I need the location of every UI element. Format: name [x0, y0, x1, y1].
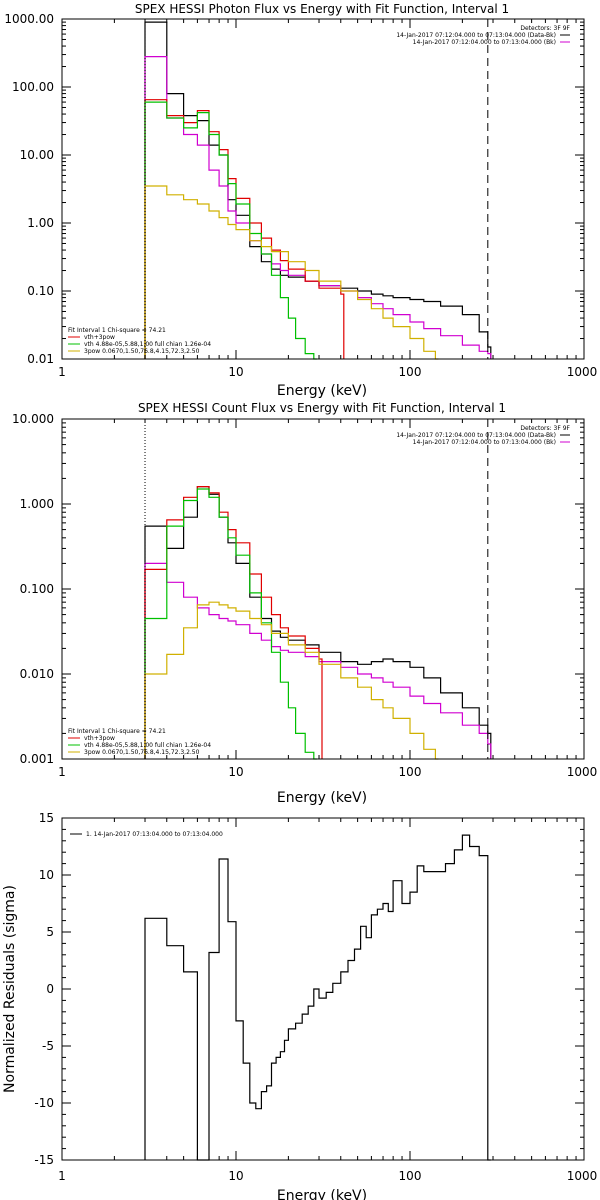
- panel2-ytick-label: 0.100: [20, 582, 54, 596]
- panel1-tickmarks: [61, 18, 584, 360]
- panel2-legend-bk: 14-Jan-2017 07:12:04.000 to 07:13:04.000…: [413, 439, 556, 446]
- panel2-xlabel: Energy (keV): [277, 790, 367, 806]
- panel2-ytick-label: 10.000: [12, 412, 54, 426]
- panel1-ytick-label: 1.00: [27, 216, 54, 230]
- panel1-ytick-label: 0.10: [27, 284, 54, 298]
- panel-residuals: 1 10 100 1000 -15 -10 -5 0 5 10 15 Norma…: [2, 811, 597, 1200]
- panel1-series-4: [144, 185, 439, 360]
- panel3-ytick-label: -5: [42, 1039, 54, 1053]
- panel1-legend-databk: 14-Jan-2017 07:12:04.000 to 07:13:04.000…: [396, 32, 556, 39]
- panel3-ylabel: Normalized Residuals (sigma): [2, 885, 18, 1093]
- panel1-legend-vth: vth 4.88e-05,5.88,1.00 full chian 1.26e-…: [84, 341, 211, 348]
- panel3-xtick-label: 10: [228, 1169, 243, 1183]
- panel3-ytick-label: -15: [34, 1153, 54, 1167]
- panel3-tickmarks: [61, 817, 584, 1161]
- panel1-series-0: [144, 21, 492, 359]
- panel1-legend-detectors: Detectors: 3F 9F: [520, 25, 570, 32]
- panel1-ytick-label: 0.01: [27, 352, 54, 366]
- panel1-legend-fit: Fit Interval 1 Chi-square = 74.21: [68, 327, 166, 334]
- panel3-ytick-label: 15: [39, 811, 54, 825]
- panel3-xtick-label: 1: [58, 1169, 66, 1183]
- panel1-ytick-label: 10.00: [20, 148, 54, 162]
- panel2-legend-detectors: Detectors: 3F 9F: [520, 425, 570, 432]
- panel2-series-3: [144, 488, 317, 760]
- panel1-xtick-label: 100: [399, 365, 422, 379]
- panel3-ytick-label: 10: [39, 868, 54, 882]
- panel1-legend-bk: 14-Jan-2017 07:12:04.000 to 07:13:04.000…: [413, 39, 556, 46]
- panel2-series-1: [144, 562, 492, 759]
- panel2-frame: [61, 418, 585, 760]
- panel3-legend-entry: 1. 14-Jan-2017 07:13:04.000 to 07:13:04.…: [86, 831, 223, 838]
- panel-count-flux: SPEX HESSI Count Flux vs Energy with Fit…: [12, 401, 597, 806]
- panel2-xtick-label: 100: [399, 765, 422, 779]
- panel3-xlabel: Energy (keV): [277, 1188, 367, 1200]
- panel2-tickmarks: [61, 418, 584, 760]
- panel2-ytick-label: 1.000: [20, 497, 54, 511]
- panel2-title: SPEX HESSI Count Flux vs Energy with Fit…: [138, 401, 506, 415]
- panel2-series: [144, 486, 492, 760]
- panel2-vlines: [144, 419, 489, 759]
- panel3-ytick-label: -10: [34, 1096, 54, 1110]
- panel1-series-1: [144, 55, 492, 359]
- panel1-series-3: [144, 101, 317, 360]
- panel1-ytick-label: 1000.00: [4, 12, 54, 26]
- panel2-series-4: [144, 601, 439, 760]
- panel2-series-2: [144, 486, 323, 759]
- panel1-frame: [61, 18, 585, 360]
- panel2-ytick-label: 0.001: [20, 752, 54, 766]
- panel2-legend-vth: vth 4.88e-05,5.88,1.00 full chian 1.26e-…: [84, 742, 211, 749]
- panel2-legend-fit: Fit Interval 1 Chi-square = 74.21: [68, 728, 166, 735]
- panel3-series-0: [144, 834, 491, 1161]
- panel1-xlabel: Energy (keV): [277, 383, 367, 399]
- panel3-frame: [61, 817, 585, 1161]
- panel1-xtick-label: 10: [228, 365, 243, 379]
- panel1-legend-vthpow: vth+3pow: [84, 334, 115, 341]
- panel2-ytick-label: 0.010: [20, 667, 54, 681]
- panel1-vlines: [144, 19, 489, 359]
- panel1-xtick-label: 1: [58, 365, 66, 379]
- panel1-series: [144, 21, 492, 360]
- panel3-series: [144, 834, 491, 1161]
- panel2-xtick-label: 1: [58, 765, 66, 779]
- panel3-ytick-label: 5: [46, 925, 54, 939]
- panel3-xtick-label: 1000: [567, 1169, 598, 1183]
- panel2-legend-databk: 14-Jan-2017 07:12:04.000 to 07:13:04.000…: [396, 432, 556, 439]
- panel2-xtick-label: 1000: [567, 765, 598, 779]
- panel1-ytick-label: 100.00: [12, 80, 54, 94]
- panel-photon-flux: SPEX HESSI Photon Flux vs Energy with Fi…: [4, 2, 597, 399]
- panel2-xtick-label: 10: [228, 765, 243, 779]
- panel3-xtick-label: 100: [399, 1169, 422, 1183]
- panel2-legend-3pow: 3pow 0.0670,1.50,76.8,4.15,72.3,2.50: [84, 749, 200, 756]
- panel3-ytick-label: 0: [46, 982, 54, 996]
- panel1-xtick-label: 1000: [567, 365, 598, 379]
- panel2-legend-vthpow: vth+3pow: [84, 735, 115, 742]
- panel1-legend-3pow: 3pow 0.0670,1.50,76.8,4.15,72.3,2.50: [84, 348, 200, 355]
- panel1-title: SPEX HESSI Photon Flux vs Energy with Fi…: [135, 2, 509, 16]
